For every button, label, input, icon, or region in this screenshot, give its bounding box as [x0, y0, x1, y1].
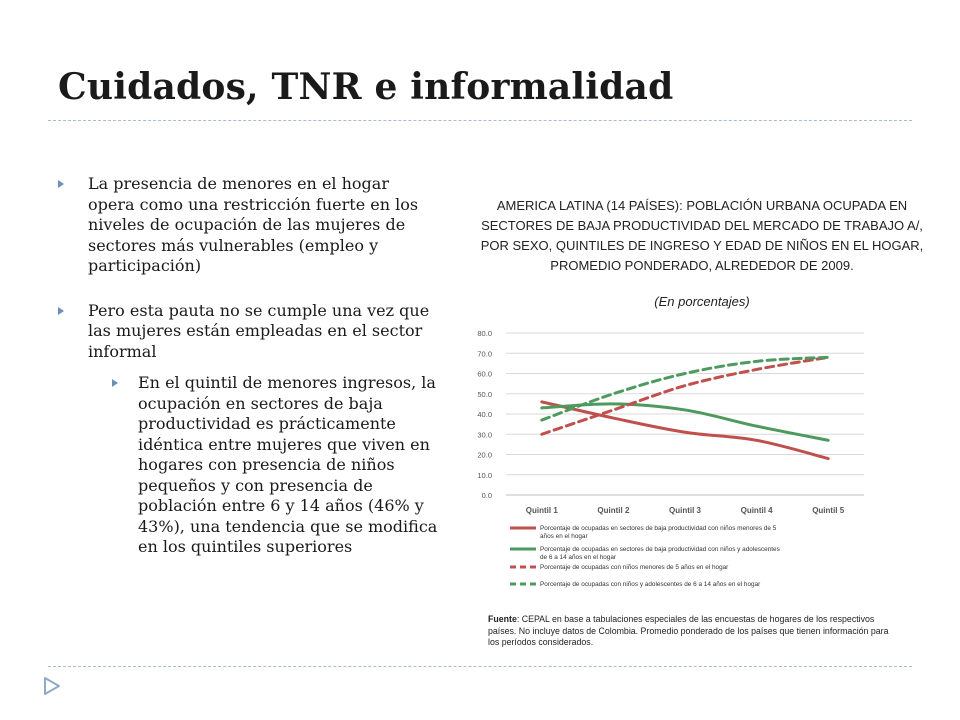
source-label: Fuente [488, 614, 517, 624]
bullet-list: La presencia de menores en el hogar oper… [58, 174, 438, 582]
bullet-arrow-icon [58, 306, 64, 315]
y-tick-label: 30.0 [477, 430, 492, 439]
title-divider [48, 120, 912, 121]
x-tick-label: Quintil 3 [669, 506, 702, 515]
legend-label: Porcentaje de ocupadas con niños menores… [540, 564, 729, 571]
source-text: : CEPAL en base a tabulaciones especiale… [488, 614, 889, 647]
y-tick-label: 70.0 [477, 349, 492, 358]
y-tick-label: 40.0 [477, 410, 492, 419]
chart-svg: 0.0 10.0 20.0 30.0 40.0 50.0 60.0 70.0 80.0 Quint… [477, 329, 864, 588]
y-tick-label: 60.0 [477, 370, 492, 379]
series-line [540, 355, 830, 422]
line-chart: 0.0 10.0 20.0 30.0 40.0 50.0 60.0 70.0 80.0 Quint… [466, 322, 878, 590]
triangle-right-icon[interactable] [42, 676, 62, 696]
chart-title: AMERICA LATINA (14 PAÍSES): POBLACIÓN UR… [480, 198, 924, 273]
x-tick-label: Quintil 1 [526, 506, 559, 515]
bullet-arrow-icon [58, 180, 64, 188]
bullet-arrow-icon [112, 379, 118, 387]
legend-label: Porcentaje de ocupadas en sectores de ba… [540, 546, 780, 561]
legend-label: Porcentaje de ocupadas con niños y adole… [540, 581, 761, 588]
chart-subtitle: (En porcentajes) [654, 294, 750, 309]
series-line [540, 355, 830, 436]
y-tick-label: 0.0 [482, 491, 492, 500]
series-line [540, 402, 830, 442]
y-tick-label: 10.0 [477, 471, 492, 480]
bullet-item: Pero esta pauta no se cumple una vez que… [58, 301, 438, 363]
x-tick-label: Quintil 2 [597, 506, 630, 515]
slide-title: Cuidados, TNR e informalidad [58, 66, 674, 108]
sub-bullet-item: En el quintil de menores ingresos, la oc… [112, 373, 438, 558]
y-tick-label: 80.0 [477, 329, 492, 338]
bullet-item: La presencia de menores en el hogar oper… [58, 174, 438, 277]
bullet-text: La presencia de menores en el hogar oper… [88, 174, 419, 275]
footer-divider [48, 666, 912, 667]
y-tick-label: 50.0 [477, 390, 492, 399]
legend-label: Porcentaje de ocupadas en sectores de ba… [540, 525, 777, 540]
x-tick-label: Quintil 4 [741, 506, 774, 515]
source-note: Fuente: CEPAL en base a tabulaciones esp… [488, 614, 898, 649]
y-tick-label: 20.0 [477, 451, 492, 460]
bullet-text: Pero esta pauta no se cumple una vez que… [88, 300, 430, 361]
x-tick-label: Quintil 5 [812, 506, 845, 515]
bullet-text: En el quintil de menores ingresos, la oc… [138, 373, 438, 556]
series-line [540, 400, 830, 461]
